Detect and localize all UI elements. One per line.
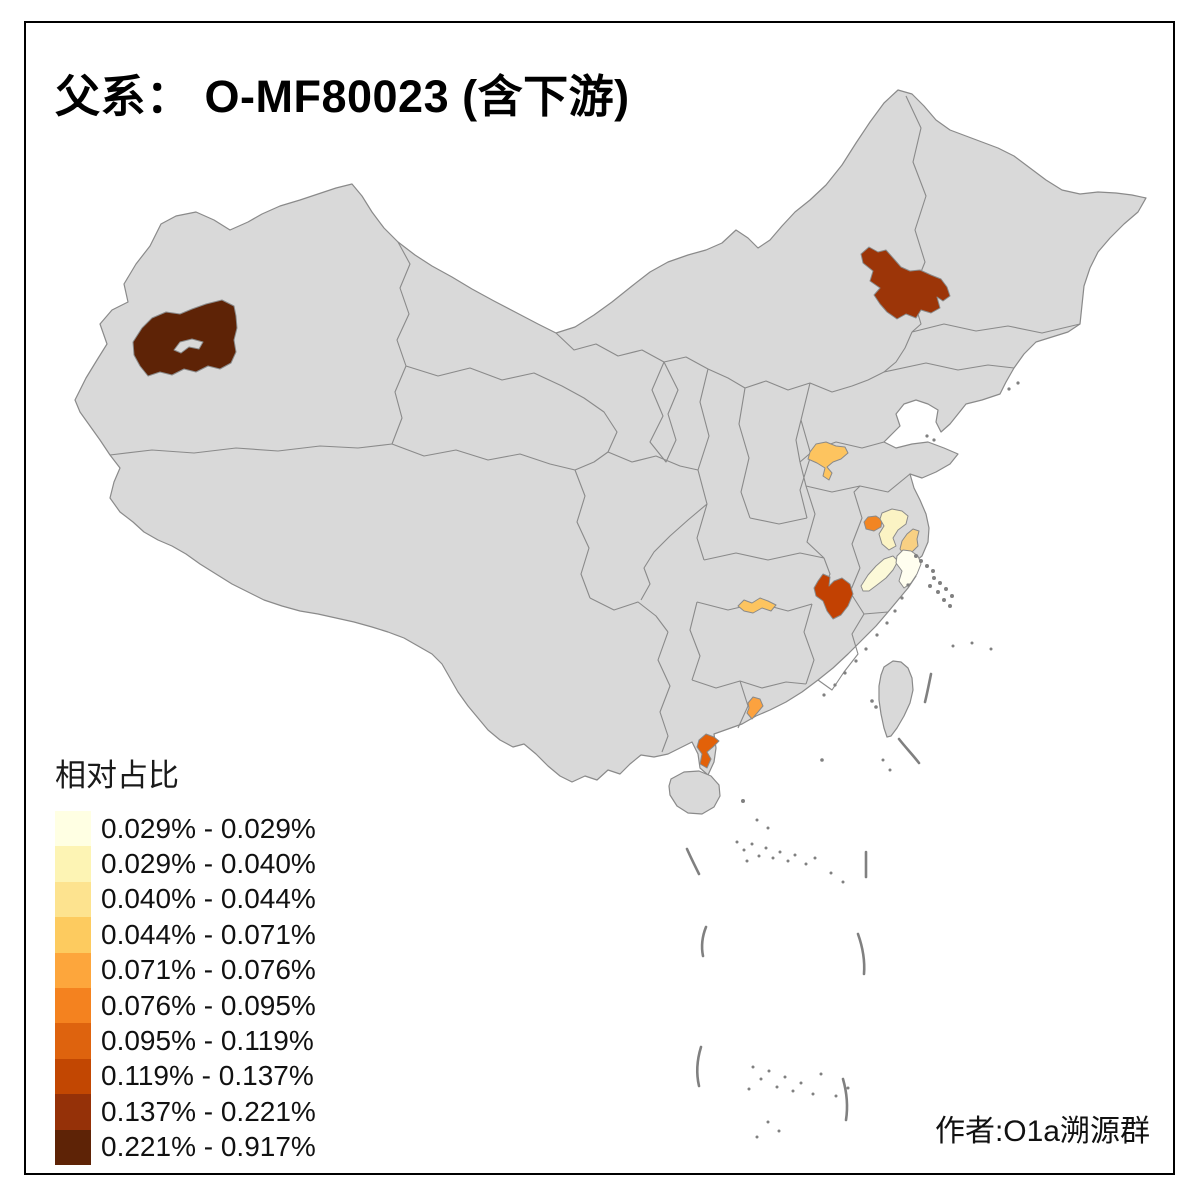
- legend-label: 0.221% - 0.917%: [101, 1131, 316, 1163]
- legend-swatch: [55, 1129, 91, 1165]
- legend-label: 0.044% - 0.071%: [101, 918, 316, 950]
- china-base-map: [74, 89, 1147, 815]
- region-jiangsu-suzhou: [895, 549, 922, 589]
- region-guangdong-yunfu: [746, 696, 764, 720]
- legend-row: 0.029% - 0.040%: [55, 846, 395, 882]
- legend-row: 0.071% - 0.076%: [55, 952, 395, 988]
- legend-label: 0.029% - 0.029%: [101, 812, 316, 844]
- legend-row: 0.119% - 0.137%: [55, 1058, 395, 1095]
- legend-label: 0.095% - 0.119%: [101, 1025, 314, 1057]
- legend-row: 0.044% - 0.071%: [55, 917, 395, 953]
- legend-swatch: [55, 952, 91, 988]
- legend-label: 0.076% - 0.095%: [101, 989, 316, 1021]
- legend-title: 相对占比: [55, 758, 179, 793]
- legend-row: 0.095% - 0.119%: [55, 1023, 395, 1059]
- legend-label: 0.119% - 0.137%: [101, 1060, 314, 1092]
- legend-label: 0.040% - 0.044%: [101, 883, 316, 915]
- legend-label: 0.029% - 0.040%: [101, 848, 316, 880]
- region-guangdong-zhanjiang: [696, 733, 720, 769]
- hainan-island: [668, 770, 721, 815]
- legend-row: 0.029% - 0.029%: [55, 811, 395, 847]
- legend-row: 0.076% - 0.095%: [55, 987, 395, 1024]
- region-jiangsu-yangzhou: [863, 515, 883, 532]
- choropleth-regions: [132, 246, 951, 769]
- legend-swatch: [55, 987, 91, 1024]
- legend-swatch: [55, 1094, 91, 1130]
- legend-swatch: [55, 846, 91, 882]
- region-jiangsu-changzhou-wuxi: [860, 555, 899, 592]
- legend-row: 0.040% - 0.044%: [55, 881, 395, 918]
- taiwan-island: [878, 660, 914, 738]
- legend: 相对占比 0.029% - 0.029% 0.029% - 0.040% 0.0…: [55, 750, 395, 1165]
- legend-row: 0.221% - 0.917%: [55, 1129, 395, 1165]
- islet-specks: [735, 381, 1020, 1139]
- legend-swatch: [55, 1023, 91, 1059]
- legend-label: 0.137% - 0.221%: [101, 1095, 316, 1127]
- legend-label: 0.071% - 0.076%: [101, 954, 316, 986]
- legend-swatch: [55, 917, 91, 953]
- region-xinjiang-aksu: [132, 299, 238, 377]
- china-mainland-outline: [74, 89, 1147, 783]
- region-jiangsu-yancheng: [878, 508, 909, 551]
- region-shandong-jining: [807, 441, 849, 481]
- sea-boundary-dashes: [685, 672, 933, 1122]
- region-heilongjiang-qiqihar: [860, 246, 951, 320]
- legend-row: 0.137% - 0.221%: [55, 1094, 395, 1130]
- author-credit: 作者:O1a溯源群: [934, 1115, 1150, 1148]
- region-jiangxi-jiujiang: [813, 573, 854, 620]
- page-title: 父系： O-MF80023 (含下游): [55, 71, 630, 122]
- province-borders: [109, 95, 1081, 753]
- legend-swatch: [55, 881, 91, 918]
- legend-swatch: [55, 1058, 91, 1095]
- region-hunan-yiyang: [737, 597, 777, 614]
- legend-swatch: [55, 811, 91, 847]
